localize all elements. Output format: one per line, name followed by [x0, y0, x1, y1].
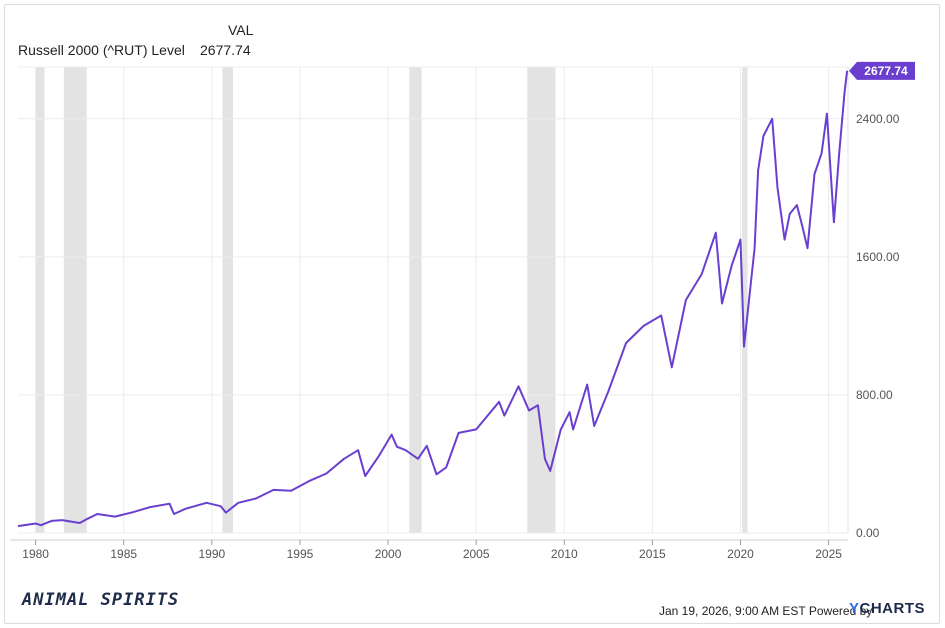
recession-band	[409, 67, 422, 533]
last-value-badge-shape	[849, 61, 915, 80]
x-axis: 1980 1985 1990 1995 2000 2005 2010 2015 2020 2025	[10, 539, 848, 561]
x-tick-label: 2010	[551, 547, 578, 561]
chart-frame	[4, 4, 940, 624]
legend-series-name[interactable]: Russell 2000 (^RUT) Level	[18, 42, 185, 58]
recession-band	[222, 67, 233, 533]
x-tick-label: 2020	[727, 547, 754, 561]
legend-series-value: 2677.74	[200, 42, 251, 58]
legend-header: VAL	[228, 22, 254, 38]
ycharts-logo-rest: CHARTS	[859, 600, 926, 617]
recession-band	[742, 67, 748, 533]
series-line	[17, 70, 849, 528]
ycharts-logo-prefix: Y	[849, 600, 860, 617]
last-value-badge-label: 2677.74	[864, 64, 908, 78]
animal-spirits-logo: ANIMAL SPIRITS	[22, 590, 180, 610]
y-tick-label: 2400.00	[856, 112, 900, 126]
x-tick-label: 2005	[463, 547, 490, 561]
x-tick-label: 2015	[639, 547, 666, 561]
y-tick-label: 800.00	[856, 388, 893, 402]
footer-timestamp: Jan 19, 2026, 9:00 AM EST Powered by	[659, 604, 873, 618]
y-tick-label: 0.00	[856, 526, 880, 540]
series-layer	[17, 70, 849, 528]
x-tick-label: 1990	[198, 547, 225, 561]
recession-band	[527, 67, 556, 533]
x-tick-label: 1980	[22, 547, 49, 561]
y-tick-label: 1600.00	[856, 250, 900, 264]
x-tick-label: 1985	[110, 547, 137, 561]
x-tick-label: 2025	[815, 547, 842, 561]
recession-band	[63, 67, 87, 533]
grid-lines	[18, 66, 849, 534]
last-value-badge: 2677.74	[849, 61, 915, 80]
ycharts-logo[interactable]: YCHARTS	[849, 600, 925, 617]
recession-band	[35, 67, 45, 533]
recession-bands	[35, 67, 748, 533]
x-tick-label: 2000	[375, 547, 402, 561]
x-tick-label: 1995	[287, 547, 314, 561]
y-axis: 0.00 800.00 1600.00 2400.00	[856, 112, 900, 540]
